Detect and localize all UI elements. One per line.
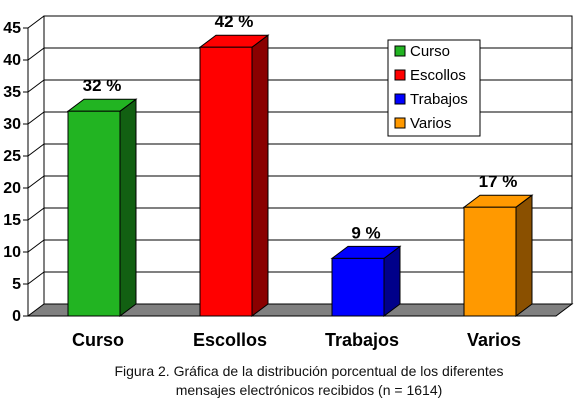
- legend-swatch: [394, 69, 406, 81]
- bar-side-face: [119, 98, 137, 317]
- x-axis-labels: Curso Escollos Trabajos Varios: [72, 330, 521, 350]
- legend-entry: Trabajos: [410, 91, 468, 108]
- legend-entry: Varios: [410, 115, 451, 132]
- legend-swatch: [394, 117, 406, 129]
- x-tick-label: Escollos: [193, 330, 267, 350]
- legend: Curso Escollos Trabajos Varios: [387, 39, 481, 137]
- bar-varios: [462, 194, 534, 317]
- bar-front-face: [331, 257, 385, 317]
- gridline-depth: [27, 79, 45, 93]
- bar-front-face: [67, 110, 121, 317]
- data-labels: 32 % 42 % 9 % 17 %: [83, 12, 518, 242]
- bars: [66, 34, 534, 317]
- x-tick-label: Trabajos: [325, 330, 399, 350]
- gridline-depth: [27, 271, 45, 285]
- legend-swatch: [394, 93, 406, 105]
- bar-curso: [66, 98, 138, 317]
- data-label: 32 %: [83, 76, 122, 95]
- gridline-depth: [27, 175, 45, 189]
- y-tick-label: 35: [3, 84, 21, 101]
- gridline-depth: [27, 15, 45, 29]
- y-tick-label: 25: [3, 148, 21, 165]
- bar-front-face: [199, 46, 253, 317]
- gridline-depth: [27, 143, 45, 157]
- y-tick-label: 20: [3, 180, 21, 197]
- bar-side-face: [251, 34, 269, 317]
- y-tick-label: 40: [3, 52, 21, 69]
- gridline-depth: [27, 239, 45, 253]
- gridline-depth: [27, 111, 45, 125]
- y-tick-label: 0: [12, 308, 21, 325]
- legend-entry: Curso: [410, 43, 450, 60]
- legend-entry: Escollos: [410, 67, 466, 84]
- y-tick-label: 30: [3, 116, 21, 133]
- bar-trabajos: [330, 245, 402, 317]
- caption-line-1: Figura 2. Gráfica de la distribución por…: [114, 363, 504, 379]
- y-tick-label: 10: [3, 244, 21, 261]
- x-tick-label: Curso: [72, 330, 124, 350]
- legend-swatch: [394, 45, 406, 57]
- y-tick-label: 5: [12, 276, 21, 293]
- bar-side-face: [515, 194, 533, 317]
- gridline-depth: [27, 207, 45, 221]
- data-label: 9 %: [351, 223, 380, 242]
- caption-line-2: mensajes electrónicos recibidos (n = 161…: [175, 382, 443, 398]
- figure-caption: Figura 2. Gráfica de la distribución por…: [0, 362, 581, 400]
- bar-chart: 0 5 10 15 20 25 30 35 40 45 32 % 42 % 9 % 17 % Curso…: [3, 12, 574, 350]
- y-axis-ticks: 0 5 10 15 20 25 30 35 40 45: [3, 20, 28, 325]
- x-tick-label: Varios: [467, 330, 521, 350]
- gridline-depth: [27, 47, 45, 61]
- y-tick-label: 45: [3, 20, 21, 37]
- data-label: 42 %: [215, 12, 254, 31]
- y-tick-label: 15: [3, 212, 21, 229]
- bar-escollos: [198, 34, 270, 317]
- bar-front-face: [463, 206, 517, 317]
- data-label: 17 %: [479, 172, 518, 191]
